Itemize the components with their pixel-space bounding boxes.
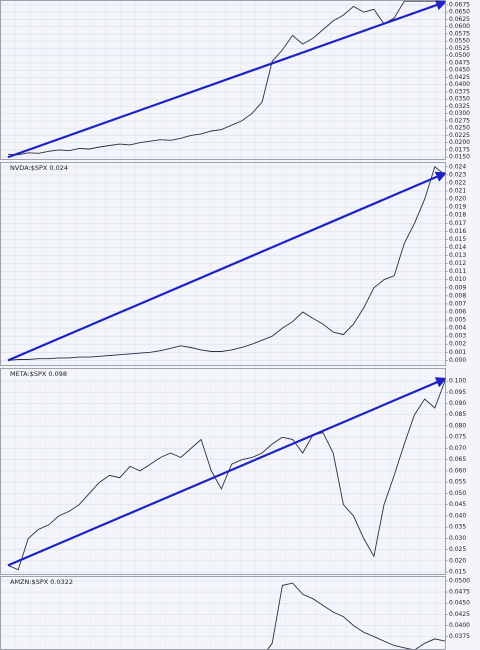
y-tick-label: 0.040 xyxy=(449,512,466,519)
panel xyxy=(0,580,446,650)
y-tick-label: 0.0675 xyxy=(449,1,470,8)
panel-title: AMZN:$SPX 0.0322 xyxy=(10,578,73,586)
y-tick-label: 0.019 xyxy=(449,204,466,211)
y-tick-label: 0.0200 xyxy=(449,139,470,146)
line xyxy=(266,582,446,650)
y-tick-label: 0.0650 xyxy=(449,9,470,16)
y-tick-label: 0.0475 xyxy=(449,589,470,596)
y-tick-label: 0.008 xyxy=(449,292,466,299)
y-tick-label: 0.100 xyxy=(449,378,466,385)
y-tick-label: 0.020 xyxy=(449,196,466,203)
panel-title: META:$SPX 0.098 xyxy=(10,370,67,378)
y-tick-label: 0.095 xyxy=(449,389,466,396)
y-tick-label: 0.030 xyxy=(449,535,466,542)
trend-arrow xyxy=(7,377,446,567)
y-tick-label: 0.0525 xyxy=(449,45,470,52)
y-tick-label: 0.004 xyxy=(449,325,466,332)
vertical-grid xyxy=(0,0,446,650)
y-tick-label: 0.0300 xyxy=(449,110,470,117)
y-tick-label: 0.080 xyxy=(449,422,466,429)
panel-frame xyxy=(0,368,446,575)
y-tick-label: 0.021 xyxy=(449,188,466,195)
y-tick-label: 0.0425 xyxy=(449,611,470,618)
y-tick-label: 0.0150 xyxy=(449,154,470,161)
y-tick-label: 0.010 xyxy=(449,276,466,283)
y-tick-label: 0.0250 xyxy=(449,125,470,132)
y-tick-label: 0.050 xyxy=(449,490,466,497)
y-tick-label: 0.024 xyxy=(449,163,466,170)
y-tick-label: 0.0400 xyxy=(449,81,470,88)
y-tick-label: 0.0375 xyxy=(449,88,470,95)
y-tick-label: 0.060 xyxy=(449,467,466,474)
y-tick-label: 0.0450 xyxy=(449,67,470,74)
y-tick-label: 0.003 xyxy=(449,333,466,340)
panel xyxy=(0,0,446,159)
y-tick-label: 0.055 xyxy=(449,479,466,486)
y-tick-label: 0.006 xyxy=(449,308,466,315)
line xyxy=(7,0,445,156)
y-tick-label: 0.023 xyxy=(449,171,466,178)
y-tick-label: 0.045 xyxy=(449,501,466,508)
y-tick-label: 0.016 xyxy=(449,228,466,235)
y-tick-label: 0.015 xyxy=(449,236,466,243)
y-tick-label: 0.020 xyxy=(449,557,466,564)
y-tick-label: 0.0350 xyxy=(449,96,470,103)
y-tick-label: 0.025 xyxy=(449,546,466,553)
y-tick-label: 0.014 xyxy=(449,244,466,251)
y-tick-label: 0.015 xyxy=(449,569,466,576)
y-tick-label: 0.090 xyxy=(449,400,466,407)
panel-frame xyxy=(0,0,446,160)
trend-arrow xyxy=(7,171,446,362)
panel xyxy=(0,166,446,362)
y-tick-label: 0.085 xyxy=(449,411,466,418)
line xyxy=(7,166,446,361)
y-tick-label: 0.065 xyxy=(449,456,466,463)
y-tick-label: 0.005 xyxy=(449,317,466,324)
y-tick-label: 0.0500 xyxy=(449,52,470,59)
y-tick-label: 0.022 xyxy=(449,179,466,186)
y-tick-label: 0.0450 xyxy=(449,600,470,607)
y-tick-label: 0.0500 xyxy=(449,577,470,584)
y-tick-label: 0.000 xyxy=(449,357,466,364)
line xyxy=(7,380,446,571)
y-tick-label: 0.035 xyxy=(449,524,466,531)
y-tick-label: 0.0425 xyxy=(449,74,470,81)
y-tick-label: 0.007 xyxy=(449,300,466,307)
y-tick-label: 0.0225 xyxy=(449,132,470,139)
y-tick-label: 0.0550 xyxy=(449,38,470,45)
trend-arrow xyxy=(7,0,446,159)
y-tick-label: 0.009 xyxy=(449,284,466,291)
y-tick-label: 0.012 xyxy=(449,260,466,267)
y-tick-label: 0.002 xyxy=(449,341,466,348)
panel-frame xyxy=(0,162,446,366)
panel-title: NVDA:$SPX 0.024 xyxy=(10,164,68,172)
y-tick-label: 0.0325 xyxy=(449,103,470,110)
y-tick-label: 0.0400 xyxy=(449,622,470,629)
y-tick-label: 0.017 xyxy=(449,220,466,227)
y-tick-label: 0.0275 xyxy=(449,117,470,124)
y-tick-label: 0.0475 xyxy=(449,59,470,66)
y-tick-label: 0.0625 xyxy=(449,16,470,23)
y-tick-label: 0.0175 xyxy=(449,146,470,153)
panel xyxy=(0,377,446,573)
y-tick-label: 0.075 xyxy=(449,434,466,441)
y-tick-label: 0.0575 xyxy=(449,30,470,37)
y-tick-label: 0.070 xyxy=(449,445,466,452)
y-tick-label: 0.013 xyxy=(449,252,466,259)
y-tick-label: 0.018 xyxy=(449,212,466,219)
y-tick-label: 0.0600 xyxy=(449,23,470,30)
y-tick-label: 0.001 xyxy=(449,349,466,356)
y-tick-label: 0.011 xyxy=(449,268,466,275)
y-tick-label: 0.0375 xyxy=(449,633,470,640)
